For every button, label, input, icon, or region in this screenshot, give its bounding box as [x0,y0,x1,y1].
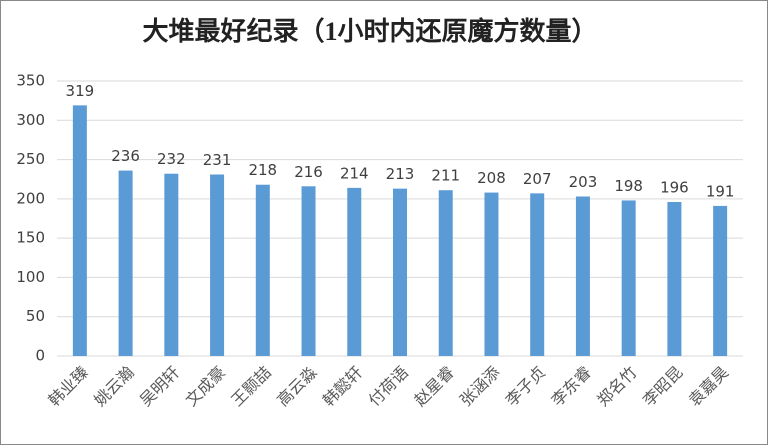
bar [347,187,362,356]
data-label: 319 [66,82,95,100]
data-label: 214 [340,164,369,182]
chart-title: 大堆最好纪录（1小时内还原魔方数量） [142,16,597,46]
data-label: 208 [477,169,506,187]
bar [164,173,179,356]
bar [255,184,270,356]
bar [210,174,225,356]
data-label: 191 [706,182,735,200]
data-label: 236 [111,147,140,165]
y-tick-label: 250 [16,150,45,168]
data-label: 213 [386,165,415,183]
bar [621,200,636,356]
data-label: 232 [157,150,186,168]
data-label: 231 [203,151,232,169]
bar [530,193,545,356]
y-tick-label: 300 [16,111,45,129]
data-label: 203 [569,173,598,191]
bar [713,205,728,356]
y-tick-label: 100 [16,268,45,286]
data-label: 198 [614,177,643,195]
data-label: 218 [248,161,277,179]
bar [301,186,316,356]
data-label: 196 [660,179,689,197]
bar [72,105,87,356]
y-tick-label: 50 [26,307,45,325]
bar [118,170,133,356]
y-tick-label: 350 [16,72,45,90]
bar [667,202,682,356]
bar [393,188,407,356]
y-tick-label: 0 [35,347,45,365]
y-tick-label: 150 [16,229,45,247]
data-label: 211 [431,167,460,185]
data-label: 207 [523,170,552,188]
bar [438,190,453,356]
data-label: 216 [294,163,323,181]
y-tick-label: 200 [16,189,45,207]
bar [575,196,590,356]
bar [484,192,499,356]
